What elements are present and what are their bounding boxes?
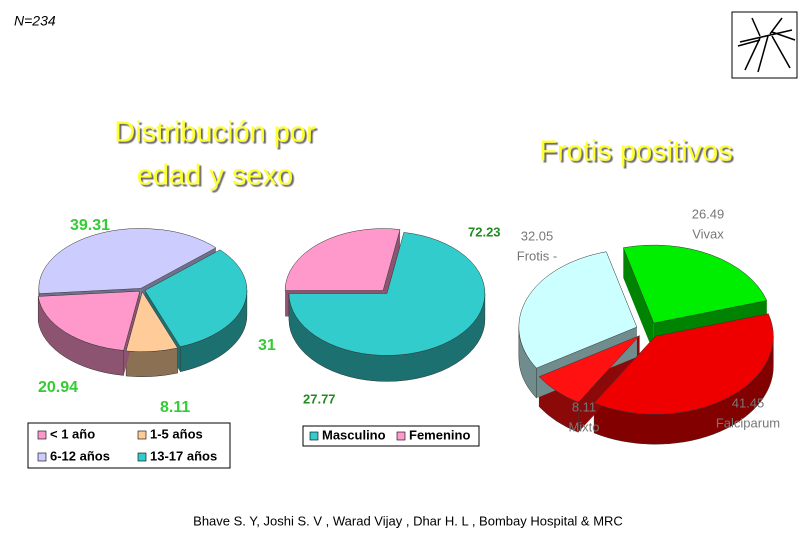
- data-label: 39.31: [70, 217, 110, 234]
- category-label: Falciparum: [716, 415, 780, 430]
- data-label: 8.11: [160, 399, 190, 416]
- legend-box: [27, 422, 231, 469]
- slice: [284, 228, 401, 291]
- credit: Bhave S. Y, Joshi S. V , Warad Vijay , D…: [193, 513, 623, 528]
- slice: [37, 290, 141, 351]
- legend-label: 1-5 años: [150, 426, 203, 441]
- pie: [37, 228, 248, 378]
- legend-label: 13-17 años: [150, 448, 217, 463]
- category-label: Mixto: [568, 419, 599, 434]
- category-label: Vivax: [692, 226, 724, 241]
- slice: [622, 244, 768, 324]
- legend-swatch: [137, 452, 147, 462]
- left-title: Distribución por: [114, 117, 316, 149]
- legend-swatch: [37, 430, 47, 440]
- slice-side: [623, 247, 654, 354]
- legend-swatch: [309, 431, 319, 441]
- pie: [284, 228, 486, 382]
- slice-side: [125, 347, 178, 378]
- left-title: edad y sexo: [137, 160, 293, 192]
- slice: [125, 291, 179, 353]
- data-label: 32.05: [521, 228, 554, 243]
- data-label: 8.11: [572, 399, 596, 414]
- legend-swatch: [396, 431, 406, 441]
- legend-label: < 1 año: [50, 426, 95, 441]
- legend-label: 6-12 años: [50, 448, 110, 463]
- slice: [288, 232, 486, 356]
- legend-swatch: [37, 452, 47, 462]
- data-label: 27.77: [303, 391, 336, 406]
- mosquito-icon: [731, 11, 798, 79]
- data-label: 72.23: [468, 224, 501, 239]
- sample-size: N=234: [14, 13, 56, 29]
- data-label: 31: [258, 337, 276, 354]
- legend-label: Masculino: [322, 427, 386, 442]
- data-label: 41.45: [732, 395, 765, 410]
- category-label: Frotis -: [517, 248, 557, 263]
- slice: [538, 335, 640, 403]
- legend-label: Femenino: [409, 427, 470, 442]
- data-label: 20.94: [38, 379, 78, 396]
- chart-title: Frotis positivos: [539, 136, 732, 168]
- pie: [518, 244, 774, 445]
- slice: [518, 251, 638, 369]
- slice: [144, 249, 248, 347]
- legend-swatch: [137, 430, 147, 440]
- data-label: 26.49: [692, 206, 725, 221]
- slice: [593, 313, 774, 415]
- slice: [38, 228, 217, 294]
- legend-box: [302, 425, 480, 447]
